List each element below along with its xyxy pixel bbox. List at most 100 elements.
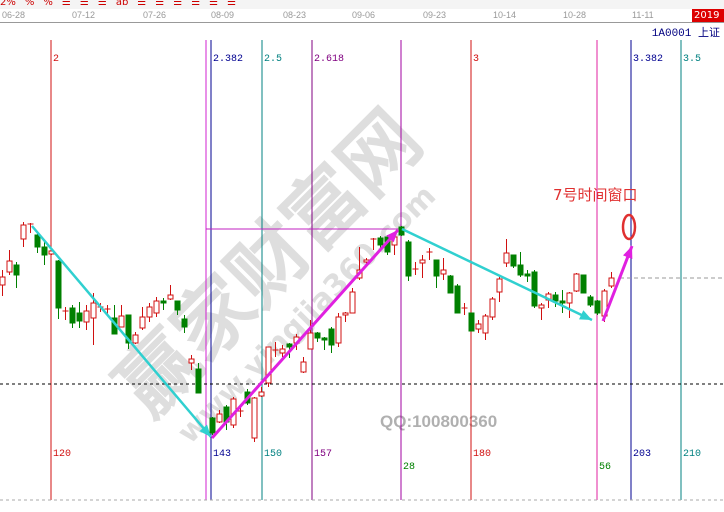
date-label: 08-23 (283, 10, 307, 20)
candle (335, 313, 342, 347)
fib-count-label: 180 (473, 449, 491, 460)
date-label: 11-11 (632, 10, 654, 20)
candle (510, 254, 517, 268)
date-label: 08-09 (211, 10, 235, 20)
candle (34, 232, 41, 253)
candle (517, 252, 524, 277)
candle (342, 312, 349, 322)
candle (398, 226, 405, 236)
candle (552, 292, 559, 307)
candle (328, 327, 335, 353)
candle (419, 255, 426, 278)
date-label: 06-28 (2, 10, 26, 20)
candle (580, 274, 587, 294)
fib-count-label: 143 (213, 449, 231, 460)
candle (559, 290, 566, 313)
candle (307, 320, 314, 350)
candle (314, 332, 321, 342)
projection-arrow (601, 245, 634, 322)
candle (433, 259, 440, 288)
candle (153, 297, 160, 317)
candle (454, 284, 461, 314)
candle (426, 248, 433, 260)
date-label: 09-06 (352, 10, 376, 20)
candle (216, 410, 223, 423)
down-trend-arrow (31, 225, 212, 438)
candle (573, 273, 580, 292)
candle (160, 298, 167, 310)
candle (447, 275, 454, 294)
fib-ratio-label: 3.382 (633, 54, 663, 65)
candle (90, 293, 97, 345)
candle (237, 407, 244, 417)
year-label: 2019 (692, 9, 724, 22)
fib-ratio-label: 3.5 (683, 54, 701, 65)
candle (167, 285, 174, 300)
toolbar-bar-icon[interactable]: ☰ (79, 0, 89, 8)
candle (69, 305, 76, 328)
candle (223, 405, 230, 430)
fib-count-label: 150 (264, 449, 282, 460)
date-label: 10-14 (493, 10, 517, 20)
candle (132, 332, 139, 344)
toolbar-line-icon[interactable]: ☰ (209, 0, 219, 8)
fib-count-label: 56 (599, 462, 611, 473)
candle (405, 240, 412, 281)
toolbar-line-icon[interactable]: ☰ (191, 0, 201, 8)
candle (258, 387, 265, 397)
candle (594, 300, 601, 315)
candle (475, 320, 482, 333)
candle (139, 307, 146, 330)
toolbar-2%-icon[interactable]: 2% (0, 0, 16, 8)
candle (300, 357, 307, 373)
candle (321, 337, 328, 350)
fib-count-label: 28 (403, 462, 415, 473)
toolbar: 2%%% ☰ ☰ ☰ ab ☰ ☰ ☰ ☰ ☰ ☰ (0, 0, 724, 9)
up-trend-arrow (210, 229, 400, 439)
candle (83, 305, 90, 330)
candle (76, 302, 83, 328)
toolbar-line-icon[interactable]: ☰ (227, 0, 237, 8)
fib-count-label: 120 (53, 449, 71, 460)
candle (468, 312, 475, 332)
fib-count-label: 203 (633, 449, 651, 460)
toolbar-%-icon[interactable]: % (24, 0, 35, 8)
candle (440, 258, 447, 280)
security-code: 1A0001 上证 (651, 28, 720, 40)
candle (125, 314, 132, 349)
candle (349, 288, 356, 314)
candle (538, 303, 545, 320)
candle (496, 275, 503, 302)
candle (55, 260, 62, 319)
down-trend-arrow (401, 227, 593, 322)
candle (146, 303, 153, 322)
toolbar-%-icon[interactable]: % (43, 0, 53, 8)
candle (279, 345, 286, 357)
candle (181, 315, 188, 333)
candle (0, 270, 6, 296)
candle (13, 262, 20, 288)
candle (566, 292, 573, 318)
toolbar-coin-icon[interactable]: ☰ (61, 0, 71, 8)
candle (272, 342, 279, 357)
time-window-ellipse (621, 213, 637, 241)
toolbar-ab-icon[interactable]: ab (115, 0, 129, 8)
fib-ratio-label: 2.618 (314, 54, 344, 65)
candle (412, 262, 419, 275)
fib-count-label: 157 (314, 449, 332, 460)
candle (20, 222, 27, 247)
toolbar-pen-icon[interactable]: ☰ (97, 0, 107, 8)
toolbar-line-icon[interactable]: ☰ (173, 0, 183, 8)
date-label: 07-26 (143, 10, 167, 20)
candle (27, 223, 34, 233)
candle (209, 417, 216, 435)
candle (62, 307, 69, 320)
candle (461, 303, 468, 315)
date-axis: 06-28 07-12 07-26 08-09 08-23 09-06 09-23 10-14… (0, 9, 724, 23)
watermark-qq: QQ:100800360 (380, 412, 497, 431)
toolbar-line-icon[interactable]: ☰ (155, 0, 165, 8)
toolbar-line-icon[interactable]: ☰ (137, 0, 147, 8)
time-window-label: 7号时间窗口 (553, 186, 638, 204)
candle (608, 272, 615, 288)
